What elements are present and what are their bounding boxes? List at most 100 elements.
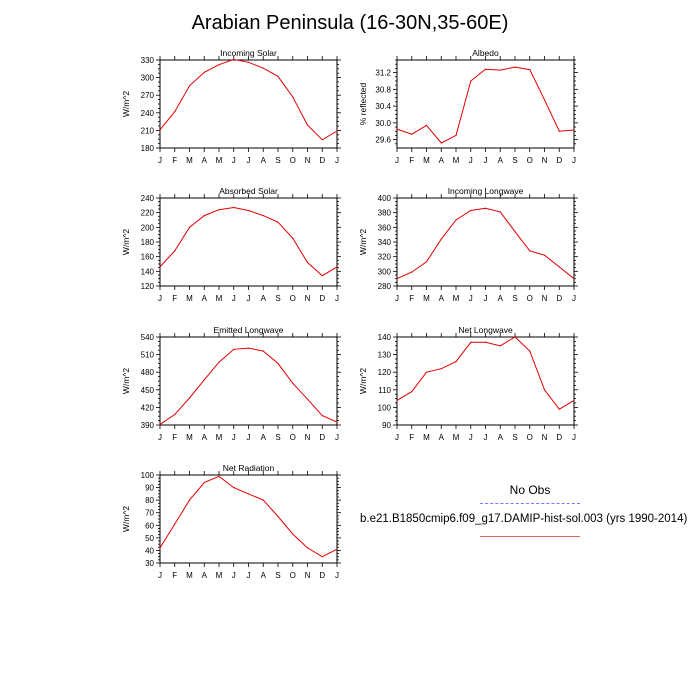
- data-point: [321, 415, 323, 417]
- data-point: [396, 399, 398, 401]
- y-tick-label: 180: [141, 238, 155, 247]
- y-tick-label: 130: [378, 351, 392, 360]
- y-tick-label: 140: [378, 333, 392, 342]
- data-point: [543, 254, 546, 256]
- y-tick-label: 100: [378, 403, 392, 412]
- data-point: [174, 111, 176, 113]
- y-tick-label: 420: [141, 403, 155, 412]
- x-tick-label: F: [172, 433, 177, 442]
- data-point: [203, 215, 205, 217]
- x-tick-label: J: [158, 433, 162, 442]
- y-tick-label: 90: [145, 484, 154, 493]
- data-point: [233, 348, 235, 350]
- data-point: [440, 142, 442, 144]
- x-tick-label: D: [556, 433, 562, 442]
- data-point: [396, 278, 398, 280]
- y-tick-label: 60: [145, 521, 154, 530]
- data-point: [277, 362, 279, 364]
- x-tick-label: A: [439, 156, 445, 165]
- chart-panel-3: Absorbed Solar W/m^2 120 140 160 180 200 220 240…: [121, 186, 341, 303]
- data-point: [573, 278, 575, 280]
- x-tick-label: O: [527, 294, 533, 303]
- x-tick-label: J: [158, 571, 162, 580]
- plot-frame: [159, 197, 338, 287]
- x-tick-label: A: [498, 433, 504, 442]
- y-tick-label: 80: [145, 496, 154, 505]
- x-tick-label: A: [202, 571, 208, 580]
- y-tick-label: 120: [378, 368, 392, 377]
- data-point: [174, 250, 176, 252]
- x-tick-label: O: [290, 156, 296, 165]
- data-point: [558, 266, 560, 268]
- data-point: [174, 413, 176, 415]
- x-tick-label: A: [261, 294, 267, 303]
- x-tick-label: A: [202, 156, 208, 165]
- y-tick-label: 30.4: [375, 102, 391, 111]
- data-point: [262, 499, 264, 501]
- x-tick-label: N: [305, 433, 311, 442]
- x-tick-label: F: [409, 156, 414, 165]
- x-tick-label: D: [319, 294, 325, 303]
- y-tick-label: 29.6: [375, 136, 391, 145]
- x-tick-label: J: [335, 571, 339, 580]
- x-tick-label: M: [216, 294, 223, 303]
- x-tick-label: J: [232, 294, 236, 303]
- x-tick-label: A: [261, 571, 267, 580]
- data-point: [440, 368, 442, 370]
- x-tick-label: M: [186, 294, 193, 303]
- data-point: [411, 271, 413, 273]
- x-tick-label: J: [335, 433, 339, 442]
- data-point: [262, 350, 264, 352]
- x-tick-label: M: [216, 433, 223, 442]
- x-tick-label: O: [527, 156, 533, 165]
- x-tick-label: F: [172, 294, 177, 303]
- data-point: [292, 382, 294, 384]
- data-point: [321, 556, 323, 558]
- x-tick-label: N: [542, 156, 548, 165]
- y-tick-label: 510: [141, 351, 155, 360]
- chart-title: Albedo: [472, 48, 499, 58]
- y-tick-label: 50: [145, 534, 154, 543]
- y-tick-label: 300: [141, 74, 155, 83]
- x-tick-label: J: [247, 571, 251, 580]
- data-point: [543, 389, 546, 391]
- y-tick-label: 340: [378, 238, 392, 247]
- chart-title: Net Longwave: [458, 325, 513, 335]
- x-tick-label: J: [247, 433, 251, 442]
- series-line: [396, 66, 575, 144]
- data-point: [336, 266, 338, 268]
- chart-title: Incoming Solar: [220, 48, 277, 58]
- x-tick-label: O: [290, 571, 296, 580]
- data-point: [233, 58, 235, 61]
- x-tick-label: J: [572, 433, 576, 442]
- data-point: [336, 421, 338, 423]
- x-tick-label: M: [186, 156, 193, 165]
- x-tick-label: N: [542, 294, 548, 303]
- data-point: [306, 124, 309, 126]
- data-point: [203, 379, 205, 381]
- y-tick-label: 140: [141, 267, 155, 276]
- data-point: [203, 481, 205, 484]
- data-point: [573, 399, 575, 401]
- data-point: [455, 219, 457, 221]
- x-tick-label: N: [305, 156, 311, 165]
- data-point: [396, 128, 398, 130]
- y-tick-label: 40: [145, 546, 154, 555]
- data-point: [514, 231, 516, 233]
- series-line: [159, 475, 338, 558]
- y-tick-label: 160: [141, 253, 155, 262]
- plot-frame: [396, 197, 575, 287]
- x-tick-label: J: [247, 294, 251, 303]
- data-point: [470, 80, 472, 82]
- y-tick-label: 270: [141, 91, 155, 100]
- data-point: [233, 206, 235, 209]
- y-tick-label: 70: [145, 509, 154, 518]
- data-point: [529, 69, 531, 71]
- x-tick-label: S: [275, 433, 280, 442]
- y-tick-label: 31.2: [375, 69, 391, 78]
- x-tick-label: J: [335, 294, 339, 303]
- data-point: [455, 134, 457, 136]
- x-tick-label: A: [202, 294, 208, 303]
- y-tick-label: 380: [378, 209, 392, 218]
- data-point: [247, 209, 250, 212]
